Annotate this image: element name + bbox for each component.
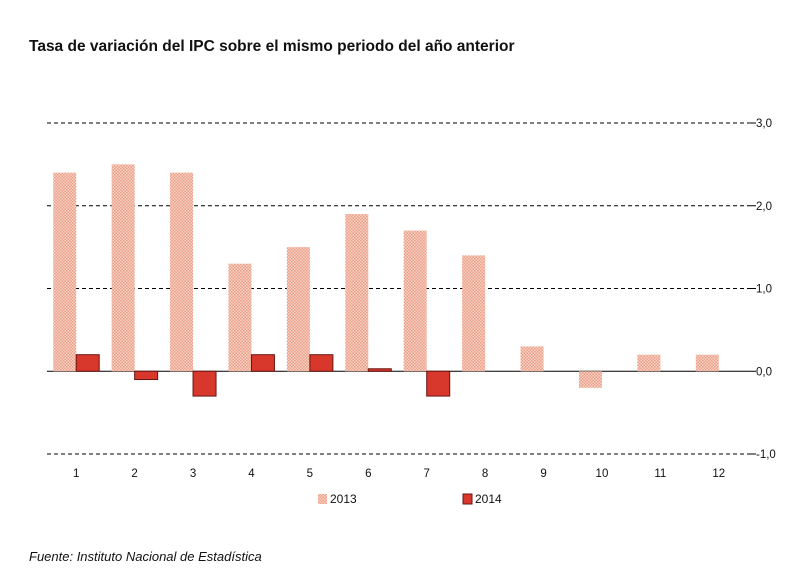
y-tick-label: 3,0	[756, 118, 772, 130]
x-tick-label: 12	[712, 468, 725, 480]
bar-2014	[367, 368, 392, 372]
bar-2014	[75, 354, 100, 372]
y-tick-label: 1,0	[756, 284, 772, 296]
legend-swatch-2013	[318, 494, 327, 504]
bar-2013	[170, 172, 194, 372]
x-tick-label: 4	[248, 468, 255, 480]
x-tick-label: 9	[540, 468, 546, 480]
bar-2013	[578, 371, 602, 388]
legend-swatch-2014	[462, 493, 473, 505]
bar-2014	[309, 354, 334, 372]
legend-label-2013: 2013	[330, 492, 357, 506]
bar-2013	[345, 214, 369, 372]
bar-2013	[286, 247, 310, 372]
bar-2014	[426, 370, 451, 397]
y-tick-label: 0,0	[756, 366, 772, 378]
x-tick-label: 3	[190, 468, 196, 480]
source-note: Fuente: Instituto Nacional de Estadístic…	[29, 549, 262, 564]
bar-2013	[228, 263, 252, 372]
x-tick-label: 11	[654, 468, 666, 480]
x-tick-label: 10	[596, 468, 609, 480]
bar-2013	[520, 346, 544, 372]
bar-2013	[403, 230, 427, 372]
x-tick-label: 6	[365, 468, 371, 480]
bar-2013	[462, 255, 486, 372]
x-tick-label: 5	[307, 468, 313, 480]
x-tick-label: 1	[73, 468, 79, 480]
bar-2014	[250, 354, 275, 372]
x-tick-label: 2	[131, 468, 137, 480]
y-tick-label: 2,0	[756, 201, 772, 213]
bar-2013	[695, 354, 719, 372]
bar-2014	[134, 370, 159, 381]
bar-2013	[637, 354, 661, 372]
x-tick-label: 8	[482, 468, 488, 480]
bar-2013	[111, 164, 135, 372]
y-tick-label: -1,0	[756, 449, 776, 461]
bar-2013	[53, 172, 77, 372]
chart-title: Tasa de variación del IPC sobre el mismo…	[29, 38, 515, 55]
x-tick-label: 7	[424, 468, 430, 480]
legend-label-2014: 2014	[475, 492, 502, 506]
bar-2014	[192, 370, 217, 397]
